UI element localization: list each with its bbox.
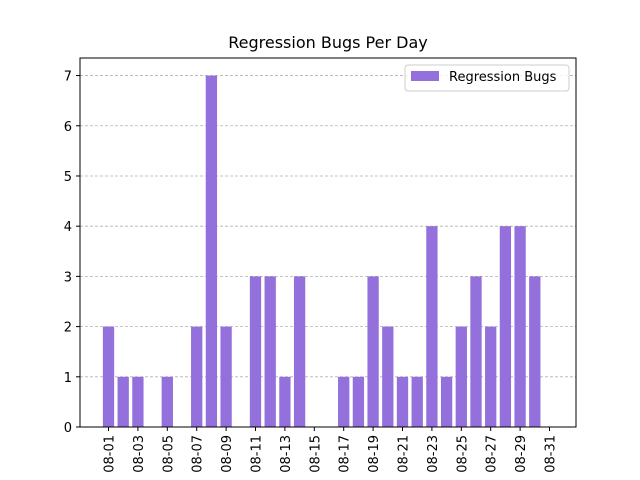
bar-08-30 — [529, 276, 541, 427]
x-tick-label: 08-07 — [191, 435, 206, 473]
y-tick-label: 3 — [64, 270, 72, 285]
chart-title: Regression Bugs Per Day — [228, 33, 427, 52]
x-tick-label: 08-09 — [220, 435, 235, 473]
x-tick-label: 08-13 — [279, 435, 294, 473]
bar-08-25 — [455, 326, 467, 427]
bar-08-01 — [102, 326, 115, 427]
bar-08-05 — [161, 376, 173, 427]
bars — [102, 75, 541, 428]
y-tick-label: 0 — [64, 421, 72, 436]
bar-08-14 — [293, 276, 306, 427]
y-tick-label: 1 — [64, 371, 72, 386]
legend-box — [404, 64, 570, 92]
x-tick-label: 08-05 — [161, 435, 176, 473]
bar-08-08 — [205, 75, 218, 428]
bar-08-19 — [367, 276, 379, 427]
y-tick-label: 4 — [64, 220, 72, 235]
bar-08-28 — [499, 226, 512, 427]
y-tick-label: 6 — [64, 120, 72, 135]
x-tick-label: 08-15 — [308, 435, 323, 473]
legend-swatch — [411, 71, 439, 81]
x-tick-label: 08-01 — [103, 435, 118, 473]
bar-08-20 — [382, 326, 394, 427]
bar-08-27 — [485, 326, 497, 427]
x-tick-label: 08-03 — [132, 435, 147, 473]
bar-08-17 — [338, 376, 350, 427]
bar-08-21 — [396, 376, 409, 427]
bar-08-24 — [440, 376, 453, 427]
bar-08-03 — [132, 376, 144, 427]
bar-08-07 — [191, 326, 203, 427]
y-tick-label: 7 — [64, 70, 72, 85]
x-tick-label: 08-25 — [455, 435, 470, 473]
bar-08-26 — [470, 276, 482, 427]
x-tick-label: 08-29 — [514, 435, 529, 473]
x-tick-label: 08-11 — [250, 435, 265, 473]
x-tick-label: 08-27 — [485, 435, 500, 473]
x-axis: 08-01 08-03 08-05 08-07 08-09 08-11 08-13 08-15… — [103, 427, 559, 473]
bar-08-18 — [352, 376, 365, 427]
bar-08-12 — [264, 276, 276, 427]
bar-08-02 — [117, 376, 129, 427]
y-axis: 0 1 2 3 4 5 6 7 — [64, 70, 80, 436]
legend: Regression Bugs — [404, 64, 570, 92]
x-tick-label: 08-23 — [426, 435, 441, 473]
legend-label: Regression Bugs — [449, 70, 557, 85]
bar-08-23 — [426, 226, 438, 427]
plot-area-frame — [79, 57, 577, 428]
x-tick-label: 08-17 — [338, 435, 353, 473]
y-tick-label: 2 — [64, 321, 72, 336]
x-tick-label: 08-19 — [367, 435, 382, 473]
x-tick-label: 08-31 — [544, 435, 559, 473]
bar-08-09 — [220, 326, 232, 427]
x-tick-label: 08-21 — [397, 435, 412, 473]
bar-08-29 — [514, 226, 526, 427]
bar-08-11 — [249, 276, 262, 427]
bar-08-13 — [279, 376, 291, 427]
y-tick-label: 5 — [64, 170, 72, 185]
bar-08-22 — [411, 376, 423, 427]
